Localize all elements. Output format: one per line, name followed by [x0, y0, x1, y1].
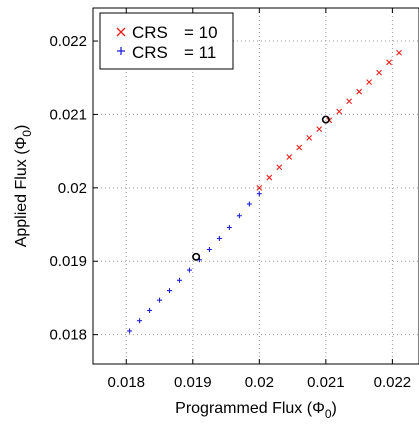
- legend-box: [99, 12, 234, 70]
- legend-marker-crs-10: [116, 27, 126, 37]
- data-point: [386, 59, 392, 66]
- data-point: [157, 297, 163, 303]
- y-axis-label: Applied Flux (Φ0): [13, 125, 34, 248]
- data-point: [266, 174, 273, 181]
- data-point: [176, 277, 182, 283]
- grid: [93, 8, 419, 364]
- data-point: [256, 184, 263, 191]
- x-tick-label: 0.02: [245, 374, 274, 391]
- x-axis-label-sub: 0: [325, 407, 332, 421]
- y-tick-label: 0.019: [49, 253, 87, 270]
- legend-value-crs-10: = 10: [184, 23, 218, 42]
- data-point: [396, 49, 402, 56]
- data-point: [376, 69, 382, 76]
- y-ticks: 0.018 0.019 0.02 0.021 0.022: [49, 33, 98, 344]
- x-tick-label: 0.018: [107, 374, 145, 391]
- y-tick-label: 0.021: [49, 106, 87, 123]
- legend-label-crs-11: CRS: [132, 43, 168, 62]
- data-point: [316, 126, 323, 133]
- series-layer: [127, 49, 402, 334]
- data-point: [366, 79, 372, 86]
- data-point: [356, 88, 363, 95]
- x-axis-label-main: Programmed Flux (Φ: [175, 400, 325, 417]
- data-point: [306, 135, 313, 141]
- data-point: [127, 328, 133, 334]
- x-axis-label-end: ): [332, 400, 337, 417]
- x-tick-label: 0.022: [374, 374, 412, 391]
- data-point: [206, 246, 212, 252]
- data-point: [286, 154, 293, 160]
- data-point: [167, 288, 173, 294]
- data-point: [346, 98, 353, 105]
- series-crs-11: [127, 191, 262, 334]
- y-axis-label-sub: 0: [20, 130, 34, 137]
- highlight-point: [192, 252, 201, 261]
- highlight-layer: [192, 115, 330, 261]
- data-point: [147, 307, 153, 313]
- highlight-point: [321, 115, 330, 124]
- legend-marker-crs-11: [117, 47, 125, 55]
- y-axis-label-main: Applied Flux (Φ: [13, 137, 30, 248]
- data-point: [226, 224, 232, 230]
- data-point: [296, 144, 303, 151]
- data-point: [186, 267, 192, 273]
- x-tick-label: 0.019: [174, 374, 212, 391]
- legend-label-crs-10: CRS: [132, 23, 168, 42]
- y-tick-label: 0.022: [49, 33, 87, 50]
- data-point: [256, 191, 262, 197]
- data-point: [236, 213, 242, 219]
- data-point: [216, 235, 222, 241]
- y-tick-label: 0.02: [58, 180, 87, 197]
- data-point: [246, 201, 252, 207]
- data-point: [276, 164, 283, 171]
- data-point: [336, 108, 343, 115]
- legend: CRS = 10 CRS = 11: [99, 12, 234, 70]
- x-axis-label: Programmed Flux (Φ0): [175, 400, 337, 421]
- plot-frame: [92, 7, 419, 365]
- series-crs-10: [256, 49, 402, 191]
- y-tick-label: 0.018: [49, 327, 87, 344]
- x-ticks: 0.018 0.019 0.02 0.021 0.022: [107, 8, 411, 391]
- x-tick-label: 0.021: [307, 374, 345, 391]
- legend-value-crs-11: = 11: [184, 43, 216, 62]
- data-point: [137, 318, 143, 324]
- y-axis-label-end: ): [13, 125, 30, 130]
